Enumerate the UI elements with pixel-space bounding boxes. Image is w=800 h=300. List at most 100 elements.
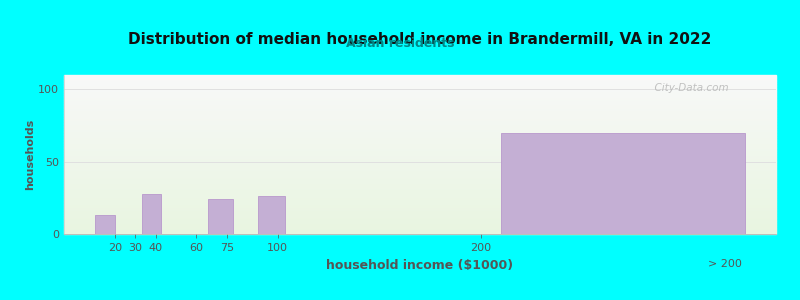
Bar <box>64 91 776 92</box>
Bar <box>64 185 776 186</box>
Bar <box>64 124 776 126</box>
Bar <box>64 116 776 118</box>
Bar <box>64 207 776 208</box>
Bar <box>64 108 776 110</box>
X-axis label: household income ($1000): household income ($1000) <box>326 259 514 272</box>
Bar <box>64 159 776 161</box>
Bar <box>64 177 776 178</box>
Bar <box>64 92 776 94</box>
Y-axis label: households: households <box>26 119 35 190</box>
Bar <box>64 105 776 107</box>
Bar <box>64 131 776 132</box>
Text: > 200: > 200 <box>708 259 742 269</box>
Bar <box>64 118 776 119</box>
Bar <box>64 81 776 83</box>
Bar <box>64 148 776 150</box>
Bar <box>64 167 776 169</box>
Bar <box>64 143 776 145</box>
Bar <box>64 115 776 116</box>
Bar <box>64 178 776 180</box>
Bar <box>64 88 776 89</box>
Bar <box>64 161 776 163</box>
Bar <box>64 229 776 231</box>
Bar <box>64 226 776 228</box>
Bar <box>64 112 776 113</box>
Bar <box>502 133 746 234</box>
Bar <box>64 210 776 212</box>
Bar <box>64 76 776 78</box>
Bar <box>64 142 776 143</box>
Bar <box>64 100 776 102</box>
Bar <box>64 99 776 100</box>
Bar <box>64 145 776 147</box>
Bar <box>64 186 776 188</box>
Bar <box>64 175 776 177</box>
Bar <box>64 128 776 129</box>
Bar <box>64 85 776 86</box>
Bar <box>64 97 776 99</box>
Bar <box>64 129 776 131</box>
Bar <box>64 78 776 80</box>
Bar <box>64 223 776 224</box>
Bar <box>64 151 776 153</box>
Bar <box>64 174 776 175</box>
Bar <box>64 169 776 170</box>
Bar <box>64 139 776 140</box>
Bar <box>209 199 233 234</box>
Bar <box>64 232 776 234</box>
Bar <box>64 110 776 112</box>
Bar <box>64 140 776 142</box>
Bar <box>64 89 776 91</box>
Bar <box>64 212 776 213</box>
Bar <box>64 170 776 172</box>
Text: City-Data.com: City-Data.com <box>648 83 729 93</box>
Bar <box>64 224 776 226</box>
Bar <box>64 201 776 202</box>
Bar <box>64 96 776 97</box>
Bar <box>64 180 776 182</box>
Bar <box>64 188 776 190</box>
Bar <box>64 182 776 183</box>
Title: Distribution of median household income in Brandermill, VA in 2022: Distribution of median household income … <box>128 32 712 47</box>
Bar <box>64 147 776 148</box>
Bar <box>64 119 776 121</box>
Bar <box>64 107 776 108</box>
Bar <box>64 231 776 233</box>
Bar <box>64 113 776 115</box>
Bar <box>64 163 776 164</box>
Bar <box>64 80 776 81</box>
Bar <box>64 217 776 218</box>
Bar <box>64 102 776 104</box>
Bar <box>64 154 776 156</box>
Bar <box>64 218 776 220</box>
Bar <box>64 156 776 158</box>
Bar <box>94 215 115 234</box>
Bar <box>64 183 776 185</box>
Bar <box>64 137 776 139</box>
Text: Asian residents: Asian residents <box>346 37 454 50</box>
Bar <box>64 206 776 207</box>
Bar <box>64 132 776 134</box>
Bar <box>64 194 776 196</box>
Bar <box>64 86 776 88</box>
Bar <box>258 196 285 234</box>
Bar <box>64 197 776 199</box>
Bar <box>64 208 776 210</box>
Bar <box>64 164 776 166</box>
Bar <box>142 194 161 234</box>
Bar <box>64 191 776 193</box>
Bar <box>64 135 776 137</box>
Bar <box>64 215 776 217</box>
Bar <box>64 196 776 197</box>
Bar <box>64 75 776 76</box>
Bar <box>64 172 776 174</box>
Bar <box>64 158 776 159</box>
Bar <box>64 199 776 201</box>
Bar <box>64 221 776 223</box>
Bar <box>64 134 776 135</box>
Bar <box>64 204 776 206</box>
Bar <box>64 121 776 123</box>
Bar <box>64 193 776 194</box>
Bar <box>64 166 776 167</box>
Bar <box>64 202 776 204</box>
